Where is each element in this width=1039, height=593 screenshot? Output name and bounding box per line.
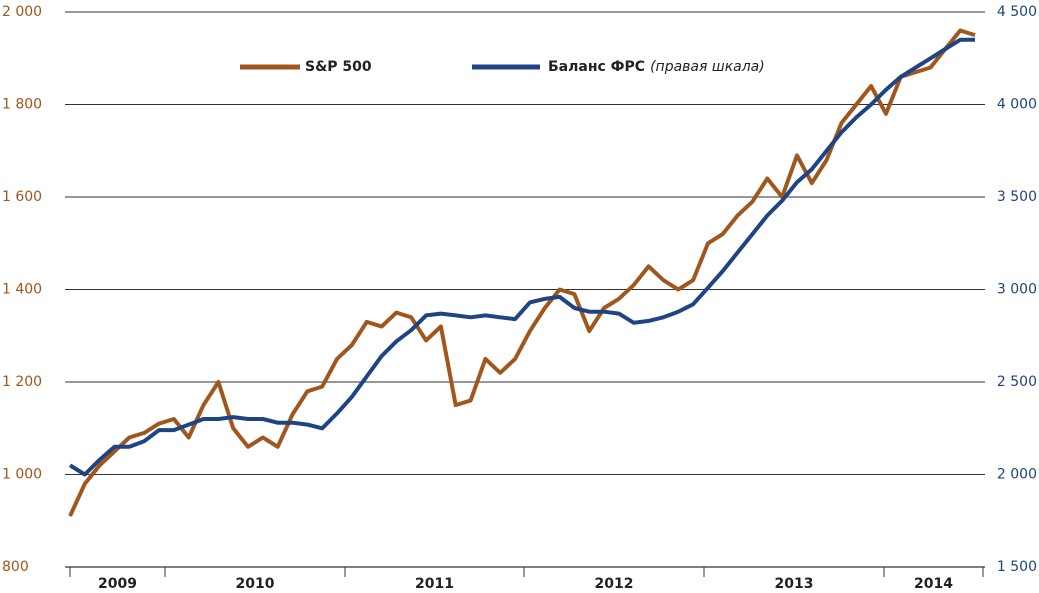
y2-tick-label: 2 000 xyxy=(997,467,1037,483)
y-tick-label: 1 800 xyxy=(2,97,42,113)
series-line xyxy=(68,28,976,517)
y-tick-label: 2 000 xyxy=(2,4,42,20)
y-tick-label: 1 000 xyxy=(2,467,42,483)
y2-tick-label: 1 500 xyxy=(997,559,1037,575)
x-tick-label: 2010 xyxy=(236,576,275,592)
y-tick-label: 1 200 xyxy=(2,374,42,390)
legend-label: S&P 500 xyxy=(305,59,372,75)
x-tick-label: 2014 xyxy=(914,576,953,592)
x-tick-label: 2012 xyxy=(595,576,634,592)
y2-tick-label: 4 000 xyxy=(997,97,1037,113)
y2-tick-label: 4 500 xyxy=(997,4,1037,20)
y-tick-label: 800 xyxy=(2,559,29,575)
x-tick-label: 2013 xyxy=(775,576,814,592)
legend-axis-note: (правая шкала) xyxy=(650,59,765,75)
y2-tick-label: 3 500 xyxy=(997,189,1037,205)
y2-tick-label: 3 000 xyxy=(997,282,1037,298)
x-tick-label: 2009 xyxy=(98,576,137,592)
y-tick-label: 1 400 xyxy=(2,282,42,298)
series-line xyxy=(68,37,975,477)
y-tick-label: 1 600 xyxy=(2,189,42,205)
legend-name: Баланс ФРС xyxy=(548,59,645,75)
y2-tick-label: 2 500 xyxy=(997,374,1037,390)
x-tick-label: 2011 xyxy=(415,576,454,592)
legend-label: Баланс ФРС (правая шкала) xyxy=(548,59,765,75)
